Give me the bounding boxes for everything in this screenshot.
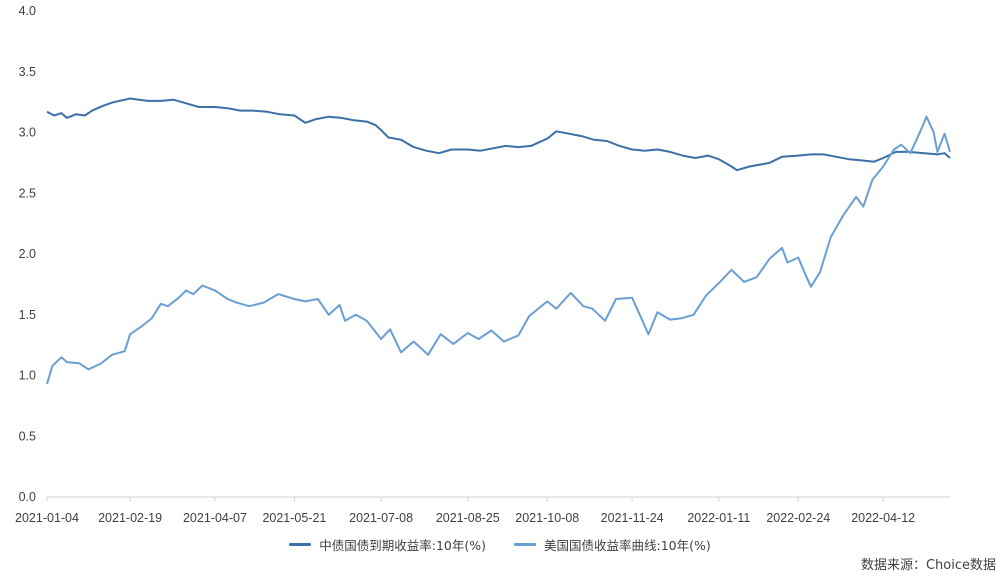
y-tick-label: 3.0 — [19, 126, 36, 140]
x-axis-tick-labels: 2021-01-04 2021-02-19 2021-04-07 2021-05-21… — [15, 497, 915, 525]
y-tick-label: 1.5 — [19, 308, 36, 322]
x-tick-label: 2022-01-11 — [687, 511, 750, 525]
source-note: 数据来源：Choice数据 — [860, 558, 996, 573]
x-tick-label: 2022-04-12 — [851, 511, 915, 525]
x-tick-label: 2021-04-07 — [183, 511, 247, 525]
x-tick-label: 2021-02-19 — [98, 511, 162, 525]
series-lines — [46, 97, 951, 385]
y-tick-label: 2.5 — [19, 186, 36, 200]
y-tick-label: 4.0 — [19, 4, 36, 18]
x-tick-label: 2021-10-08 — [515, 511, 579, 525]
y-tick-label: 0.5 — [19, 429, 36, 443]
x-tick-label: 2022-02-24 — [766, 511, 830, 525]
legend-swatch-us-10y — [514, 543, 536, 546]
series-line-us-10y — [46, 115, 951, 385]
y-tick-label: 0.0 — [19, 490, 36, 504]
x-tick-label: 2021-01-04 — [15, 511, 79, 525]
legend-item-cn-10y: 中债国债到期收益率:10年(%) — [289, 535, 486, 554]
x-tick-label: 2021-08-25 — [436, 511, 500, 525]
y-axis-tick-labels: 0.0 0.5 1.0 1.5 2.0 2.5 3.0 3.5 4.0 — [19, 4, 36, 504]
x-tick-label: 2021-11-24 — [601, 511, 664, 525]
series-line-cn-10y — [46, 97, 951, 172]
legend-label-us-10y: 美国国债收益率曲线:10年(%) — [544, 538, 711, 553]
y-tick-label: 1.0 — [19, 369, 36, 383]
legend-item-us-10y: 美国国债收益率曲线:10年(%) — [514, 535, 711, 554]
legend-swatch-cn-10y — [289, 543, 312, 546]
y-tick-label: 3.5 — [19, 65, 36, 79]
x-tick-label: 2021-05-21 — [262, 511, 326, 525]
legend-label-cn-10y: 中债国债到期收益率:10年(%) — [319, 538, 486, 553]
legend: 中债国债到期收益率:10年(%) 美国国债收益率曲线:10年(%) — [0, 535, 1000, 554]
x-tick-label: 2021-07-08 — [349, 511, 413, 525]
y-tick-label: 2.0 — [19, 247, 36, 261]
